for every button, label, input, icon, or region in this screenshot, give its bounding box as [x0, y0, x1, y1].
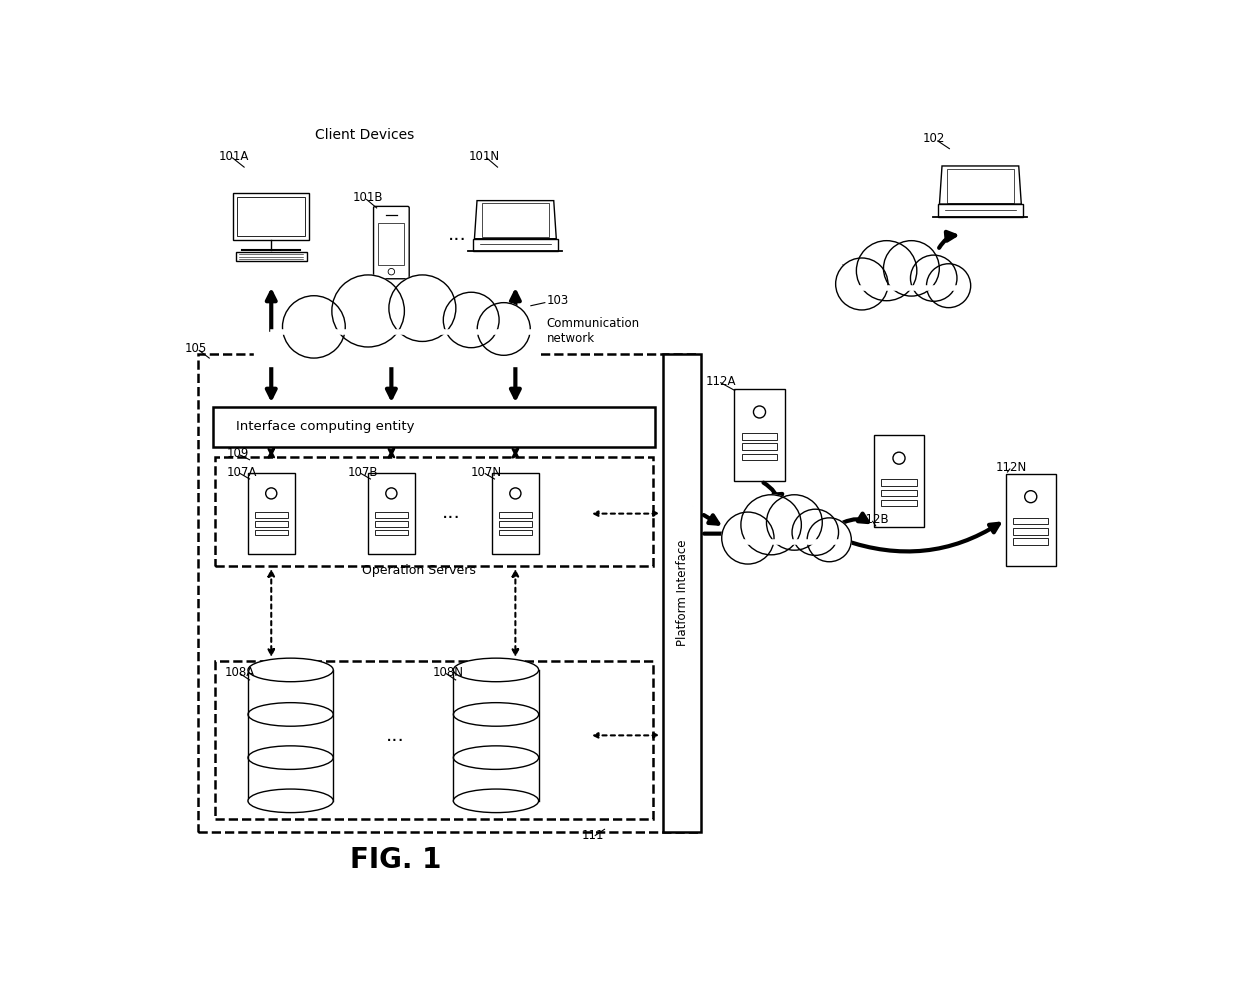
Bar — [236, 252, 308, 261]
Text: Client Devices: Client Devices — [315, 128, 414, 141]
Ellipse shape — [248, 790, 334, 813]
Bar — [237, 196, 305, 237]
Bar — [374, 520, 408, 526]
Text: 109: 109 — [226, 447, 249, 460]
Bar — [255, 530, 288, 535]
Text: 112N: 112N — [996, 461, 1027, 474]
Circle shape — [910, 255, 957, 301]
Bar — [374, 512, 408, 518]
Circle shape — [283, 296, 345, 358]
Text: 103: 103 — [547, 294, 569, 306]
Bar — [662, 355, 702, 832]
Circle shape — [477, 302, 531, 355]
Text: 107B: 107B — [347, 465, 378, 478]
Bar — [368, 473, 414, 554]
Circle shape — [742, 495, 801, 555]
Text: 103: 103 — [750, 546, 773, 559]
Circle shape — [332, 275, 404, 347]
Bar — [498, 530, 532, 535]
Text: 101B: 101B — [352, 191, 383, 204]
Polygon shape — [940, 166, 1022, 204]
Ellipse shape — [248, 658, 334, 682]
Bar — [874, 435, 924, 527]
Bar — [1006, 473, 1056, 566]
Bar — [742, 444, 777, 450]
Text: 111: 111 — [582, 829, 604, 842]
Text: 112B: 112B — [858, 514, 889, 526]
Text: 103: 103 — [841, 263, 863, 276]
Circle shape — [389, 275, 456, 342]
Text: ...: ... — [441, 503, 460, 521]
Bar — [882, 479, 916, 486]
Text: ...: ... — [386, 726, 404, 745]
Circle shape — [836, 258, 888, 310]
Bar — [216, 457, 653, 566]
Bar — [213, 407, 655, 447]
Text: 101A: 101A — [218, 150, 249, 163]
Text: 102: 102 — [923, 133, 945, 145]
Bar — [498, 520, 532, 526]
Bar — [248, 473, 295, 554]
Text: network: network — [547, 332, 594, 346]
Ellipse shape — [454, 658, 538, 682]
Bar — [734, 389, 785, 481]
Text: 108N: 108N — [433, 666, 464, 679]
Text: ...: ... — [448, 226, 466, 245]
Bar — [742, 454, 777, 460]
Circle shape — [766, 495, 822, 550]
Bar — [1013, 518, 1048, 524]
Text: 107A: 107A — [226, 465, 257, 478]
Text: 112A: 112A — [706, 375, 735, 388]
Bar — [216, 661, 653, 819]
Circle shape — [883, 241, 940, 297]
Text: FIG. 1: FIG. 1 — [350, 846, 441, 874]
Circle shape — [792, 510, 838, 556]
Bar — [378, 223, 404, 265]
Bar — [255, 520, 288, 526]
Bar — [882, 490, 916, 496]
Polygon shape — [475, 200, 557, 239]
Bar — [1013, 538, 1048, 545]
Bar — [937, 204, 1023, 217]
Text: Platform Interface: Platform Interface — [676, 540, 688, 646]
Bar — [197, 355, 697, 832]
Bar — [374, 530, 408, 535]
Circle shape — [807, 518, 852, 562]
Circle shape — [857, 241, 916, 300]
Text: 101N: 101N — [469, 150, 500, 163]
Bar — [498, 512, 532, 518]
Bar — [492, 473, 538, 554]
Text: Operation Servers: Operation Servers — [362, 565, 475, 577]
Ellipse shape — [454, 790, 538, 813]
Text: 107N: 107N — [470, 465, 501, 478]
Bar — [255, 512, 288, 518]
Text: 105: 105 — [185, 343, 207, 355]
Text: Communication: Communication — [547, 317, 640, 330]
Text: Interface computing entity: Interface computing entity — [237, 420, 415, 433]
Bar — [1013, 528, 1048, 534]
Circle shape — [722, 512, 774, 564]
Text: 108A: 108A — [224, 666, 255, 679]
Bar — [233, 193, 309, 240]
Circle shape — [444, 293, 498, 348]
Bar — [472, 239, 558, 251]
Circle shape — [926, 264, 971, 307]
FancyBboxPatch shape — [373, 206, 409, 279]
Bar — [742, 433, 777, 440]
Bar — [882, 500, 916, 507]
